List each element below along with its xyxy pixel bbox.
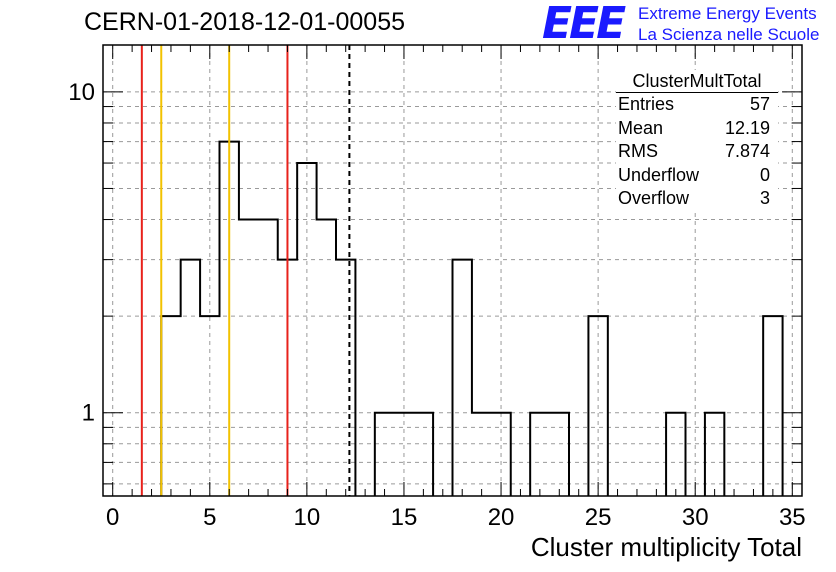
histogram-bin: [181, 260, 200, 496]
x-tick-label: 30: [682, 504, 709, 531]
x-tick-label: 20: [488, 504, 515, 531]
stats-value: 3: [759, 188, 770, 208]
histogram-bin: [666, 413, 685, 496]
stats-label: RMS: [618, 141, 658, 161]
y-tick-label: 10: [68, 79, 95, 106]
stats-label: Overflow: [618, 188, 690, 208]
histogram-bin: [239, 220, 258, 496]
histogram-bin: [763, 316, 782, 496]
histogram-bin: [453, 260, 472, 496]
eee-logo-mark: EEE: [542, 0, 626, 49]
stats-box: ClusterMultTotal Entries 57 Mean 12.19 R…: [616, 70, 778, 211]
histogram-bin: [200, 316, 219, 496]
stats-value: 7.874: [724, 141, 770, 161]
histogram-bin: [530, 413, 549, 496]
stats-label: Mean: [618, 117, 664, 138]
stats-title: ClusterMultTotal: [616, 70, 778, 93]
histogram-bin: [297, 163, 316, 496]
y-tick-label: 1: [82, 400, 95, 427]
histogram-bin: [258, 220, 277, 496]
histogram-bin: [705, 413, 724, 496]
logo-line-2: La Scienza nelle Scuole: [638, 25, 820, 44]
stats-value: 12.19: [724, 117, 770, 138]
stats-row-underflow: Underflow 0: [616, 164, 778, 188]
stats-value: 0: [759, 164, 770, 185]
x-tick-label: 0: [106, 504, 119, 531]
histogram-bin: [414, 413, 433, 496]
x-axis-label: Cluster multiplicity Total: [530, 532, 802, 562]
x-tick-label: 35: [779, 504, 806, 531]
histogram-bin: [550, 413, 569, 496]
stats-value: 57: [749, 94, 770, 114]
plot-frame: [102, 44, 803, 497]
histogram-bin: [588, 316, 607, 496]
run-title: CERN-01-2018-12-01-00055: [84, 8, 406, 36]
stats-label: Entries: [618, 94, 675, 114]
stats-label: Underflow: [618, 164, 700, 185]
x-tick-label: 10: [294, 504, 321, 531]
histogram-bin: [375, 413, 394, 496]
histogram-bin: [161, 316, 180, 496]
x-tick-label: 15: [391, 504, 418, 531]
stats-row-rms: RMS 7.874: [616, 140, 778, 164]
x-tick-label: 5: [203, 504, 216, 531]
stats-row-mean: Mean 12.19: [616, 117, 778, 141]
stats-row-overflow: Overflow 3: [616, 187, 778, 211]
histogram-bin: [317, 220, 336, 496]
histogram-outline: [160, 140, 784, 496]
x-tick-label: 25: [585, 504, 612, 531]
histogram-bin: [336, 260, 355, 496]
histogram-bin: [472, 413, 491, 496]
logo-line-1: Extreme Energy Events: [638, 4, 817, 23]
stats-row-entries: Entries 57: [616, 93, 778, 117]
